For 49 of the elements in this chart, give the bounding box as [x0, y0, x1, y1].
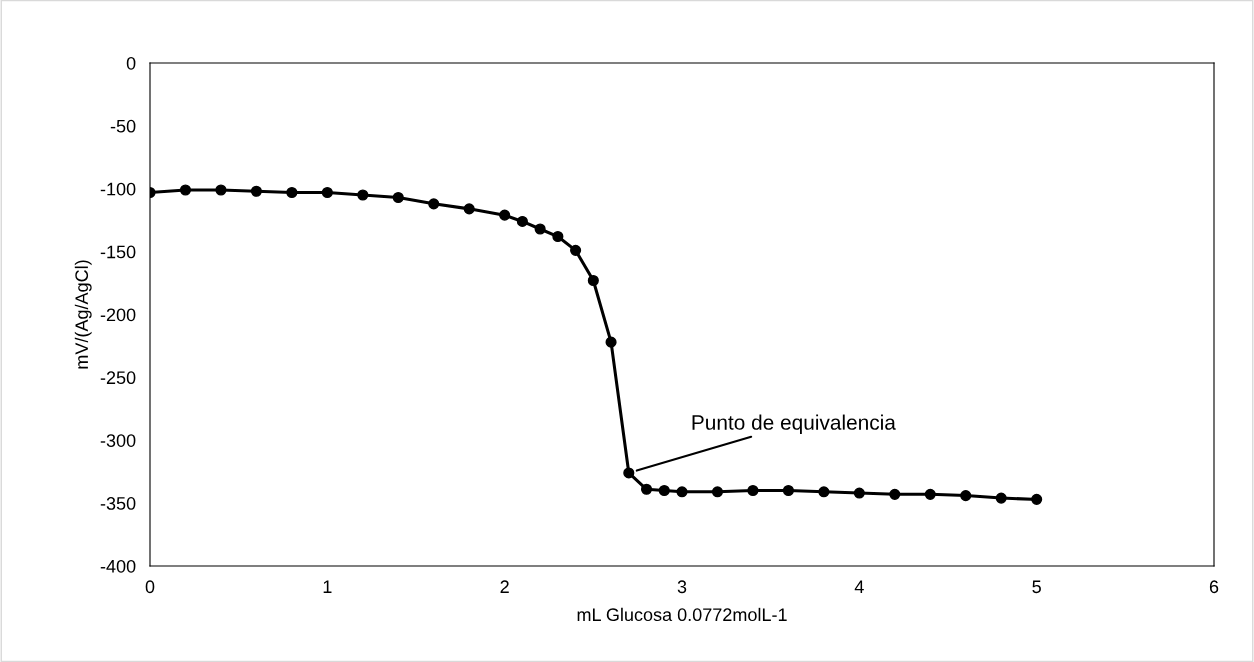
x-axis-title: mL Glucosa 0.0772molL-1	[577, 607, 787, 622]
point	[747, 484, 759, 497]
point	[587, 274, 599, 287]
x-tick-label: 6	[1209, 580, 1219, 594]
y-axis-title: mV/(Ag/AgCl)	[74, 260, 92, 369]
point	[534, 223, 546, 235]
x-tick-label: 0	[145, 580, 155, 594]
point	[570, 244, 582, 256]
point	[995, 492, 1007, 504]
y-tick-label: -400	[100, 559, 136, 573]
point	[623, 467, 635, 479]
y-tick-label: -200	[100, 308, 136, 322]
point	[640, 483, 653, 495]
x-tick-label: 2	[500, 580, 509, 593]
point	[250, 185, 262, 197]
y-tick-label: -50	[110, 119, 136, 133]
x-tick-label: 4	[854, 580, 864, 593]
point	[215, 184, 227, 196]
point	[179, 184, 192, 196]
point	[392, 191, 404, 204]
point	[499, 209, 511, 221]
point	[782, 484, 794, 497]
point	[924, 488, 936, 500]
x-tick-label: 1	[323, 580, 332, 593]
point	[676, 486, 688, 498]
point	[711, 486, 724, 498]
x-tick-label: 3	[677, 580, 687, 594]
point	[552, 230, 564, 243]
point	[286, 186, 298, 199]
point	[357, 189, 369, 201]
y-tick-label: -300	[100, 434, 136, 447]
point	[853, 487, 865, 499]
y-tick-label: -350	[100, 497, 136, 510]
point	[1031, 493, 1043, 505]
point	[463, 203, 475, 215]
point	[818, 486, 830, 498]
y-tick-label: -250	[100, 371, 136, 385]
point	[321, 186, 333, 199]
y-tick-label: -150	[100, 245, 136, 259]
annotation: Punto de equivalencia	[692, 414, 896, 434]
point	[889, 488, 901, 500]
y-tick-label: -100	[100, 182, 136, 196]
point	[658, 484, 670, 497]
point	[960, 490, 972, 502]
x-tick-label: 5	[1032, 580, 1041, 594]
point	[428, 198, 440, 210]
y-tick-label: 0	[126, 56, 136, 70]
point	[516, 215, 528, 228]
point	[605, 336, 617, 348]
